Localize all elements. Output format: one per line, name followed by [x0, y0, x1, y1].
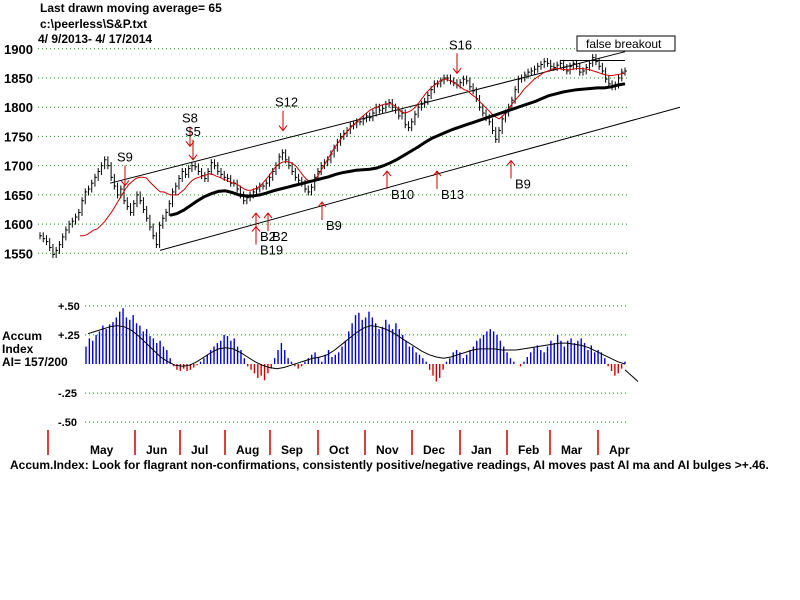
- price-axis-tick-label: 1650: [4, 188, 33, 203]
- month-label: Jun: [146, 443, 167, 457]
- channel-lower-line: [159, 106, 681, 251]
- price-axis-tick-label: 1600: [4, 217, 33, 232]
- price-axis-tick-label: 1850: [4, 71, 33, 86]
- sell-signal-label: S8: [182, 110, 198, 125]
- month-label: Mar: [561, 443, 583, 457]
- sell-signal-label: S12: [275, 95, 298, 110]
- month-label: Jan: [471, 443, 492, 457]
- sell-signal-label: S9: [117, 150, 133, 165]
- month-label: Sep: [281, 443, 303, 457]
- month-label: Feb: [518, 443, 539, 457]
- buy-arrow-head: [317, 201, 327, 208]
- sell-arrow-head: [188, 154, 198, 161]
- buy-signal-label: B9: [515, 177, 531, 192]
- buy-arrow-head: [506, 159, 516, 166]
- accum-trend-extension: [624, 369, 639, 382]
- buy-arrow-head: [382, 170, 392, 177]
- buy-arrow-head: [432, 170, 442, 177]
- accum-axis-tick-label: -.25: [58, 388, 77, 400]
- month-label: Apr: [609, 443, 630, 457]
- short-moving-average-line: [80, 68, 626, 237]
- false-breakout-box: [576, 35, 676, 52]
- sell-arrow-head: [278, 125, 288, 132]
- buy-signal-label: B19: [260, 243, 283, 258]
- buy-signal-label: B13: [441, 187, 464, 202]
- buy-signal-label: B9: [326, 218, 342, 233]
- long-moving-average-line: [169, 82, 626, 217]
- month-label: Nov: [376, 443, 399, 457]
- buy-signal-label: B10: [391, 187, 414, 202]
- buy-arrow-head: [251, 225, 261, 232]
- file-path: c:\peerless\S&P.txt: [40, 17, 148, 31]
- sell-arrow-head: [452, 67, 462, 75]
- price-axis-tick-label: 1800: [4, 100, 33, 115]
- month-label: Aug: [236, 443, 259, 457]
- accum-index-label: Accum: [2, 329, 42, 343]
- month-label: Jul: [191, 443, 208, 457]
- footer-note: Accum.Index: Look for flagrant non-confi…: [10, 458, 769, 472]
- price-axis-tick-label: 1900: [4, 42, 33, 57]
- accum-index-label: AI= 157/200: [2, 355, 68, 369]
- buy-arrow-head: [263, 212, 273, 219]
- ma-label: Last drawn moving average= 65: [40, 1, 222, 15]
- sell-signal-label: S16: [449, 37, 472, 52]
- accum-axis-tick-label: +.50: [58, 301, 80, 313]
- sell-signal-label: S5: [185, 124, 201, 139]
- accum-axis-tick-label: -.50: [58, 417, 77, 429]
- month-label: Oct: [329, 443, 349, 457]
- buy-signal-label: B2: [272, 229, 288, 244]
- false-breakout-label: false breakout: [586, 37, 662, 51]
- accum-moving-average-line: [87, 325, 626, 370]
- sell-arrow-head: [120, 180, 130, 187]
- date-range: 4/ 9/2013- 4/ 17/2014: [38, 32, 153, 46]
- month-label: Dec: [423, 443, 445, 457]
- month-label: May: [90, 443, 114, 457]
- buy-signal-label: B2: [260, 229, 276, 244]
- accum-axis-tick-label: +.25: [58, 330, 80, 342]
- channel-upper-line: [109, 51, 626, 184]
- price-axis-tick-label: 1750: [4, 129, 33, 144]
- buy-arrow-head: [251, 212, 261, 219]
- price-axis-tick-label: 1550: [4, 246, 33, 261]
- accum-index-label: Index: [2, 342, 34, 356]
- price-axis-tick-label: 1700: [4, 159, 33, 174]
